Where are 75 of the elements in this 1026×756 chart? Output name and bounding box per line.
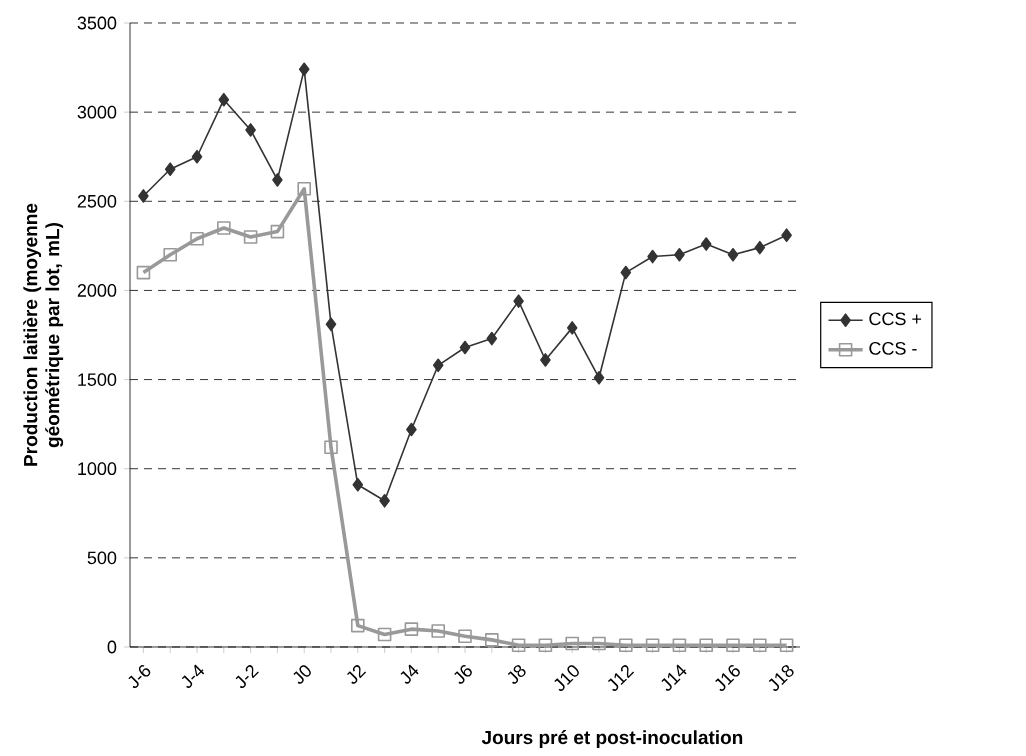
point [566,321,578,335]
point [218,92,230,107]
x-tick-label: J-2 [235,665,259,689]
point [645,638,660,653]
point [406,422,417,437]
y-tick-label: 3500 [77,16,117,30]
point [672,638,687,653]
y-tick-label: 3000 [77,105,117,119]
point [727,247,739,262]
point [592,636,606,651]
x-tick-label: J-6 [128,665,151,689]
point [163,247,177,262]
x-tick-label: J16 [715,665,740,691]
point [753,638,767,653]
point [245,123,256,137]
point [404,622,419,636]
point [511,638,526,653]
point [138,189,149,203]
y-tick-label: 0 [107,640,117,654]
point [352,477,364,492]
x-tick-label: J10 [554,665,579,691]
point [647,249,658,264]
point [486,331,498,346]
point [190,231,204,246]
y-tick-label: 1500 [78,373,117,386]
point [458,629,472,644]
point [459,340,471,355]
x-tick-label: J2 [347,665,367,684]
point [432,358,444,373]
point [164,162,176,176]
legend-label: CCS - [869,341,917,355]
x-tick-label: J14 [661,664,687,691]
point [136,265,151,280]
x-tick-label: J4 [400,664,419,684]
x-axis-title: Jours pré et post-inoculation [481,730,743,748]
point [754,240,766,255]
point [485,633,499,647]
point [674,247,685,262]
point [379,494,390,508]
x-tick-label: J6 [454,665,472,684]
y-tick-label: 2500 [77,194,117,208]
point [726,638,740,653]
point [217,221,231,235]
point [270,224,285,239]
y-tick-label: 500 [87,551,117,565]
x-tick-label: J0 [293,665,311,684]
point [324,440,338,455]
point [191,149,203,164]
point [620,265,632,280]
point [272,173,283,187]
y-axis-title: Production laitière (moyenne géométrique par lot, mL) [23,203,64,466]
legend-label: CCS + [869,312,922,326]
point [565,636,580,651]
x-tick-label: J8 [507,665,526,684]
point [297,182,311,196]
point [243,230,258,244]
x-tick-label: J18 [768,665,794,691]
x-tick-label: J-4 [181,664,205,688]
point [351,618,365,633]
point [700,237,712,251]
point [779,638,794,653]
point [325,317,337,332]
point [593,370,605,385]
point [699,638,714,653]
point [431,624,446,638]
x-tick-label: J12 [607,665,635,691]
point [619,638,633,653]
point [538,638,553,653]
y-tick-label: 1000 [78,462,117,476]
y-tick-label: 2000 [77,284,117,297]
point [377,627,392,642]
point [540,353,551,367]
point [298,62,310,77]
point [513,294,524,308]
point [781,228,792,242]
